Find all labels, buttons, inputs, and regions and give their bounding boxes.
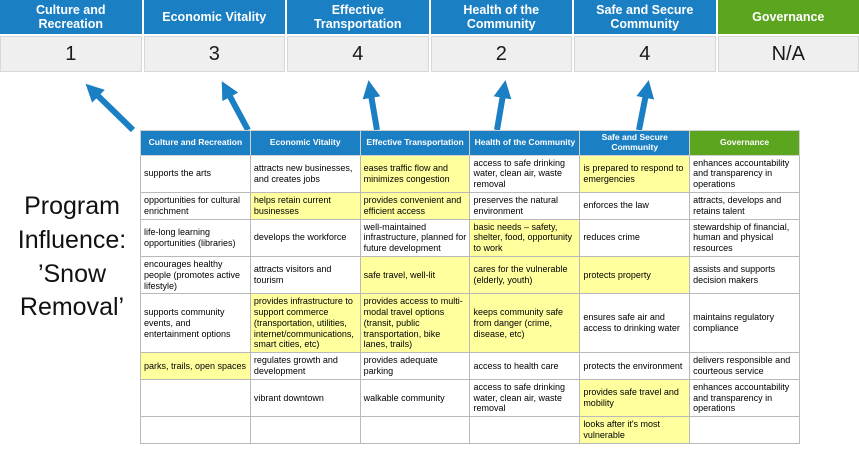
top-header-4: Health of the Community <box>430 0 572 34</box>
matrix-cell: develops the workforce <box>249 218 361 257</box>
influence-arrow-4 <box>493 80 512 131</box>
top-header-2: Economic Vitality <box>143 0 285 34</box>
matrix-cell <box>469 416 581 444</box>
matrix-row: supports the arts attracts new businesses… <box>140 154 800 193</box>
top-header-6: Governance <box>717 0 859 34</box>
matrix-cell: helps retain current businesses <box>249 191 361 220</box>
matrix-cell: basic needs – safety, shelter, food, opp… <box>469 218 581 257</box>
matrix-row: opportunities for cultural enrichment hel… <box>140 191 800 220</box>
influence-matrix: Culture and Recreation Economic Vitality E… <box>140 130 800 444</box>
matrix-cell: attracts, develops and retains talent <box>689 191 800 220</box>
matrix-cell: enforces the law <box>579 191 691 220</box>
matrix-cell: life-long learning opportunities (librar… <box>140 218 251 257</box>
matrix-cell: encourages healthy people (promotes acti… <box>140 255 251 295</box>
top-header-5: Safe and Secure Community <box>574 0 716 34</box>
matrix-header: Governance <box>689 130 800 156</box>
matrix-cell: assists and supports decision makers <box>689 255 800 295</box>
score-band: 1 3 4 2 4 N/A <box>0 36 859 72</box>
matrix-cell: looks after it's most vulnerable <box>579 416 691 444</box>
matrix-row: parks, trails, open spaces regulates grow… <box>140 352 800 380</box>
matrix-body: supports the arts attracts new businesses… <box>140 154 800 444</box>
matrix-cell: stewardship of financial, human and phys… <box>689 218 800 257</box>
matrix-cell: maintains regulatory compliance <box>689 293 800 354</box>
matrix-cell: enhances accountability and transparency… <box>689 154 800 193</box>
matrix-cell: provides safe travel and mobility <box>579 378 691 418</box>
matrix-cell <box>140 378 251 418</box>
matrix-cell: attracts visitors and tourism <box>249 255 361 295</box>
matrix-header: Safe and Secure Community <box>579 130 691 156</box>
score-value-3: 4 <box>287 36 429 72</box>
matrix-header-row: Culture and Recreation Economic Vitality E… <box>140 130 800 156</box>
matrix-cell: provides infrastructure to support comme… <box>249 293 361 354</box>
top-header-band: Culture and Recreation Economic Vitality E… <box>0 0 859 34</box>
matrix-cell: protects the environment <box>579 352 691 380</box>
matrix-header: Economic Vitality <box>249 130 361 156</box>
matrix-cell: eases traffic flow and minimizes congest… <box>359 154 471 193</box>
matrix-cell: provides convenient and efficient access <box>359 191 471 220</box>
matrix-header: Effective Transportation <box>359 130 471 156</box>
matrix-cell: provides adequate parking <box>359 352 471 380</box>
matrix-cell: attracts new businesses, and creates job… <box>249 154 361 193</box>
matrix-cell: vibrant downtown <box>249 378 361 418</box>
matrix-cell: preserves the natural environment <box>469 191 581 220</box>
matrix-header: Culture and Recreation <box>140 130 251 156</box>
matrix-cell: enhances accountability and transparency… <box>689 378 800 418</box>
score-value-4: 2 <box>430 36 572 72</box>
matrix-cell: opportunities for cultural enrichment <box>140 191 251 220</box>
matrix-cell <box>689 416 800 444</box>
matrix-cell: reduces crime <box>579 218 691 257</box>
top-header-3: Effective Transportation <box>287 0 429 34</box>
matrix-row: supports community events, and entertain… <box>140 293 800 354</box>
matrix-header: Health of the Community <box>469 130 581 156</box>
score-value-5: 4 <box>574 36 716 72</box>
score-value-2: 3 <box>143 36 285 72</box>
matrix-cell: delivers responsible and courteous servi… <box>689 352 800 380</box>
matrix-row: life-long learning opportunities (librar… <box>140 218 800 257</box>
matrix-cell <box>359 416 471 444</box>
matrix-row: looks after it's most vulnerable <box>140 416 800 444</box>
matrix-cell: supports community events, and entertain… <box>140 293 251 354</box>
matrix-cell: provides access to multi-modal travel op… <box>359 293 471 354</box>
score-value-6: N/A <box>717 36 859 72</box>
matrix-row: encourages healthy people (promotes acti… <box>140 255 800 295</box>
page-title: Program Influence: ’Snow Removal’ <box>17 192 127 322</box>
matrix-cell: well-maintained infrastructure, planned … <box>359 218 471 257</box>
influence-arrow-1 <box>85 83 136 133</box>
matrix-cell: walkable community <box>359 378 471 418</box>
matrix-row: vibrant downtown walkable community access… <box>140 378 800 418</box>
matrix-cell <box>140 416 251 444</box>
influence-arrow-5 <box>636 80 655 131</box>
matrix-cell: access to safe drinking water, clean air… <box>469 378 581 418</box>
matrix-cell: protects property <box>579 255 691 295</box>
matrix-cell: access to health care <box>469 352 581 380</box>
top-header-1: Culture and Recreation <box>0 0 142 34</box>
matrix-cell: is prepared to respond to emergencies <box>579 154 691 193</box>
matrix-cell: parks, trails, open spaces <box>140 352 251 380</box>
influence-arrows <box>85 80 655 133</box>
matrix-cell: keeps community safe from danger (crime,… <box>469 293 581 354</box>
matrix-cell: access to safe drinking water, clean air… <box>469 154 581 193</box>
matrix-cell: safe travel, well-lit <box>359 255 471 295</box>
matrix-cell: cares for the vulnerable (elderly, youth… <box>469 255 581 295</box>
influence-arrow-2 <box>221 81 251 132</box>
matrix-cell: ensures safe air and access to drinking … <box>579 293 691 354</box>
score-value-1: 1 <box>0 36 142 72</box>
influence-arrow-3 <box>362 80 381 131</box>
matrix-cell <box>249 416 361 444</box>
matrix-cell: supports the arts <box>140 154 251 193</box>
matrix-cell: regulates growth and development <box>249 352 361 380</box>
